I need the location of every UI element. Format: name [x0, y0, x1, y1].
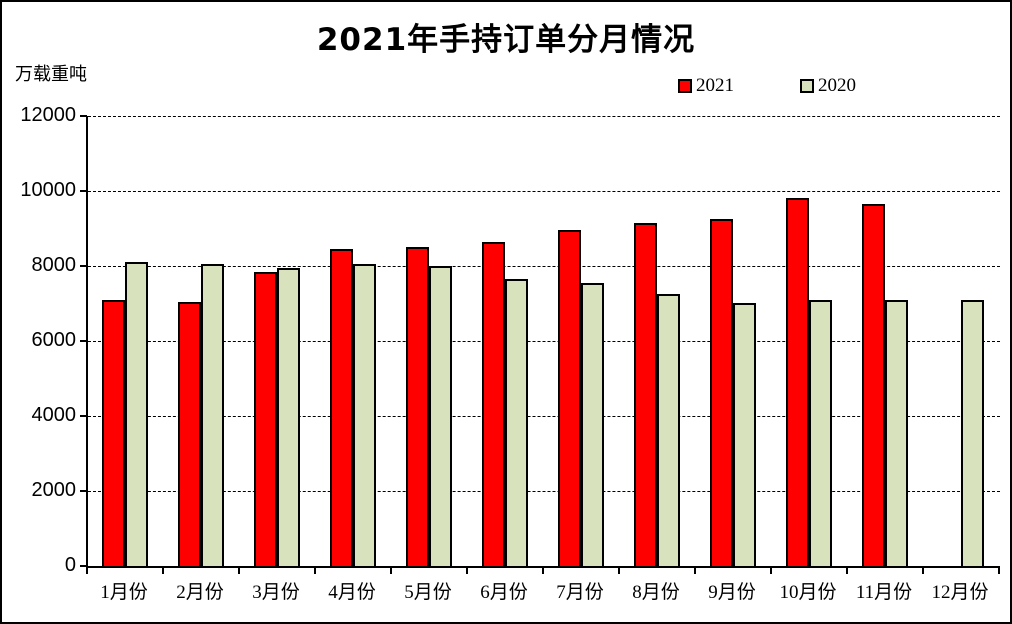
legend-swatch-2020-icon — [800, 79, 814, 93]
gridline-4000 — [88, 416, 1000, 417]
legend-label-2020: 2020 — [818, 75, 856, 96]
y-axis-tick-label-2000: 2000 — [31, 479, 77, 501]
x-axis-tick-mark — [238, 568, 240, 574]
bar-2020-7月份 — [581, 283, 604, 566]
x-axis-tick-mark — [770, 568, 772, 574]
bar-2020-2月份 — [201, 264, 224, 566]
y-axis-tick-label-6000: 6000 — [31, 329, 77, 351]
y-axis-tick-label-4000: 4000 — [31, 404, 77, 426]
bar-2020-9月份 — [733, 303, 756, 566]
bar-2021-11月份 — [862, 204, 885, 566]
gridline-12000 — [88, 116, 1000, 117]
bar-2021-1月份 — [102, 300, 125, 566]
x-axis-category-label: 7月份 — [556, 582, 604, 603]
x-axis-category-label: 2月份 — [176, 582, 224, 603]
bar-2020-1月份 — [125, 262, 148, 566]
legend-item-2021: 2021 — [678, 75, 734, 97]
gridline-2000 — [88, 491, 1000, 492]
x-axis-tick-mark — [542, 568, 544, 574]
bar-2021-7月份 — [558, 230, 581, 566]
y-axis-tick-mark — [80, 340, 87, 342]
x-axis-tick-mark — [86, 568, 88, 574]
gridline-8000 — [88, 266, 1000, 267]
bar-2020-4月份 — [353, 264, 376, 566]
bar-2021-10月份 — [786, 198, 809, 566]
bar-2021-4月份 — [330, 249, 353, 566]
x-axis-category-label: 6月份 — [480, 582, 528, 603]
x-axis-tick-mark — [998, 568, 1000, 574]
y-axis-tick-mark — [80, 265, 87, 267]
legend-label-2021: 2021 — [696, 75, 734, 96]
bar-2020-3月份 — [277, 268, 300, 566]
y-axis-tick-mark — [80, 190, 87, 192]
bar-2021-6月份 — [482, 242, 505, 566]
y-axis-tick-mark — [80, 115, 87, 117]
x-axis-tick-mark — [618, 568, 620, 574]
y-axis-tick-label-12000: 12000 — [20, 104, 76, 126]
x-axis-category-label: 3月份 — [252, 582, 300, 603]
x-axis-category-label: 11月份 — [855, 582, 913, 603]
x-axis-tick-mark — [466, 568, 468, 574]
bar-2021-9月份 — [710, 219, 733, 566]
x-axis-tick-mark — [846, 568, 848, 574]
y-axis-tick-label-0: 0 — [64, 554, 76, 576]
legend-item-2020: 2020 — [800, 75, 856, 97]
x-axis-tick-mark — [694, 568, 696, 574]
bar-2020-11月份 — [885, 300, 908, 566]
bar-2020-10月份 — [809, 300, 832, 566]
x-axis-tick-mark — [314, 568, 316, 574]
x-axis-category-label: 5月份 — [404, 582, 452, 603]
y-axis-tick-mark — [80, 415, 87, 417]
x-axis-category-label: 8月份 — [632, 582, 680, 603]
plot-area — [86, 116, 1000, 568]
x-axis-category-label: 12月份 — [931, 582, 989, 603]
y-axis-tick-mark — [80, 490, 87, 492]
y-axis-tick-label-10000: 10000 — [20, 179, 76, 201]
y-axis-tick-label-8000: 8000 — [31, 254, 77, 276]
chart-title: 2021年手持订单分月情况 — [316, 22, 696, 58]
gridline-10000 — [88, 191, 1000, 192]
bar-2020-12月份 — [961, 300, 984, 566]
x-axis-category-label: 4月份 — [328, 582, 376, 603]
bar-2021-8月份 — [634, 223, 657, 566]
y-axis-unit-label: 万载重吨 — [15, 64, 87, 84]
bar-2021-5月份 — [406, 247, 429, 566]
x-axis-tick-mark — [162, 568, 164, 574]
bar-2021-3月份 — [254, 272, 277, 566]
x-axis-tick-mark — [390, 568, 392, 574]
y-axis-tick-mark — [80, 565, 87, 567]
x-axis-category-label: 1月份 — [100, 582, 148, 603]
x-axis-category-label: 10月份 — [779, 582, 837, 603]
bar-2020-8月份 — [657, 294, 680, 566]
legend-swatch-2021-icon — [678, 79, 692, 93]
bar-2020-6月份 — [505, 279, 528, 566]
x-axis-tick-mark — [922, 568, 924, 574]
bar-2021-2月份 — [178, 302, 201, 566]
bar-2020-5月份 — [429, 266, 452, 566]
x-axis-category-label: 9月份 — [708, 582, 756, 603]
gridline-6000 — [88, 341, 1000, 342]
